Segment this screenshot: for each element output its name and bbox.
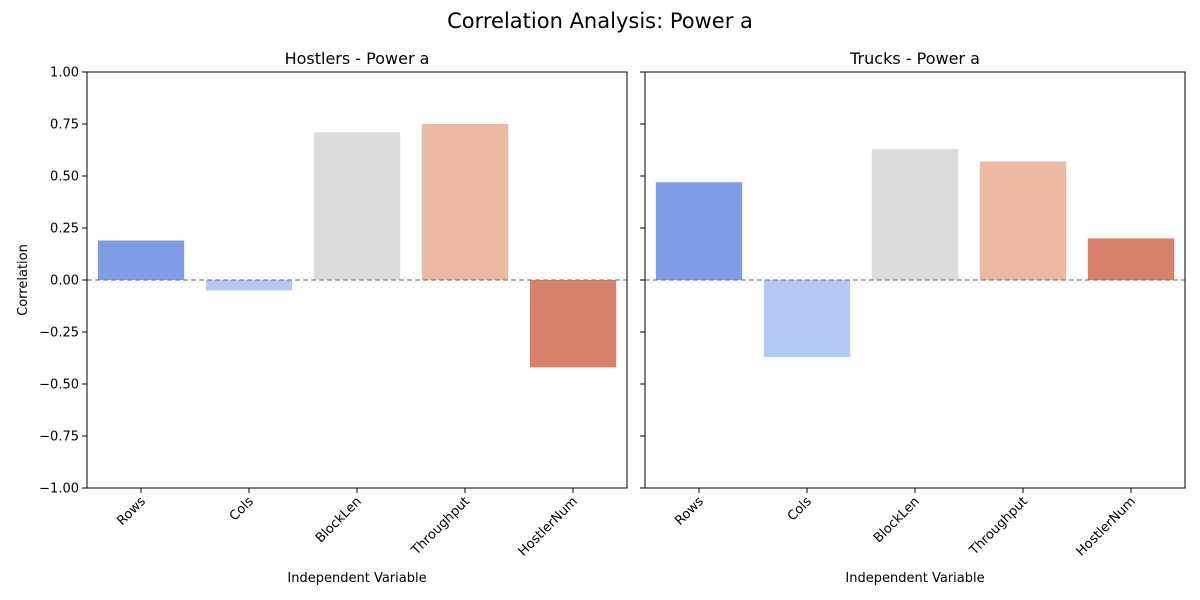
x-tick-label: Rows	[114, 494, 149, 529]
y-tick-label: 0.75	[50, 118, 79, 133]
x-tick-label: BlockLen	[871, 494, 923, 546]
bar-throughput	[979, 161, 1067, 280]
y-tick-label: −0.50	[39, 378, 79, 393]
y-tick-label: 1.00	[50, 66, 79, 81]
x-tick-label: Throughput	[408, 494, 473, 559]
chart-trucks: Trucks - Power a Independent Variable Ro…	[640, 49, 1186, 586]
y-axis-label: Correlation	[16, 244, 31, 316]
y-tick-label: 0.00	[50, 274, 79, 289]
x-tick-label: Rows	[672, 494, 707, 529]
bar-rows	[97, 240, 185, 280]
x-tick-label: HostlerNum	[516, 494, 581, 559]
x-tick-label: Cols	[785, 494, 815, 524]
chart-hostlers: Hostlers - Power a Independent Variable …	[16, 49, 628, 586]
x-tick-label: BlockLen	[313, 494, 365, 546]
x-axis-label: Independent Variable	[287, 571, 426, 586]
bar-cols	[205, 280, 293, 291]
figure-suptitle: Correlation Analysis: Power a	[447, 9, 753, 33]
bar-hostlernum	[529, 280, 617, 368]
y-tick-label: −1.00	[39, 482, 79, 497]
y-tick-label: −0.75	[39, 430, 79, 445]
bar-hostlernum	[1087, 238, 1175, 280]
y-tick-label: 0.25	[50, 222, 79, 237]
chart-title: Hostlers - Power a	[285, 49, 430, 68]
bar-blocklen	[871, 148, 959, 280]
y-tick-label: −0.25	[39, 326, 79, 341]
chart-title: Trucks - Power a	[849, 49, 980, 68]
x-axis-label: Independent Variable	[845, 571, 984, 586]
y-tick-label: 0.50	[50, 170, 79, 185]
x-tick-label: HostlerNum	[1074, 494, 1139, 559]
bar-throughput	[421, 124, 509, 280]
x-tick-label: Throughput	[966, 494, 1031, 559]
bar-blocklen	[313, 132, 401, 280]
bar-rows	[655, 182, 743, 280]
bar-cols	[763, 280, 851, 357]
x-tick-label: Cols	[227, 494, 257, 524]
